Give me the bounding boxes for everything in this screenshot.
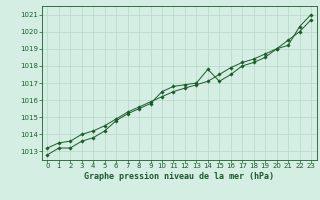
X-axis label: Graphe pression niveau de la mer (hPa): Graphe pression niveau de la mer (hPa) [84,172,274,181]
